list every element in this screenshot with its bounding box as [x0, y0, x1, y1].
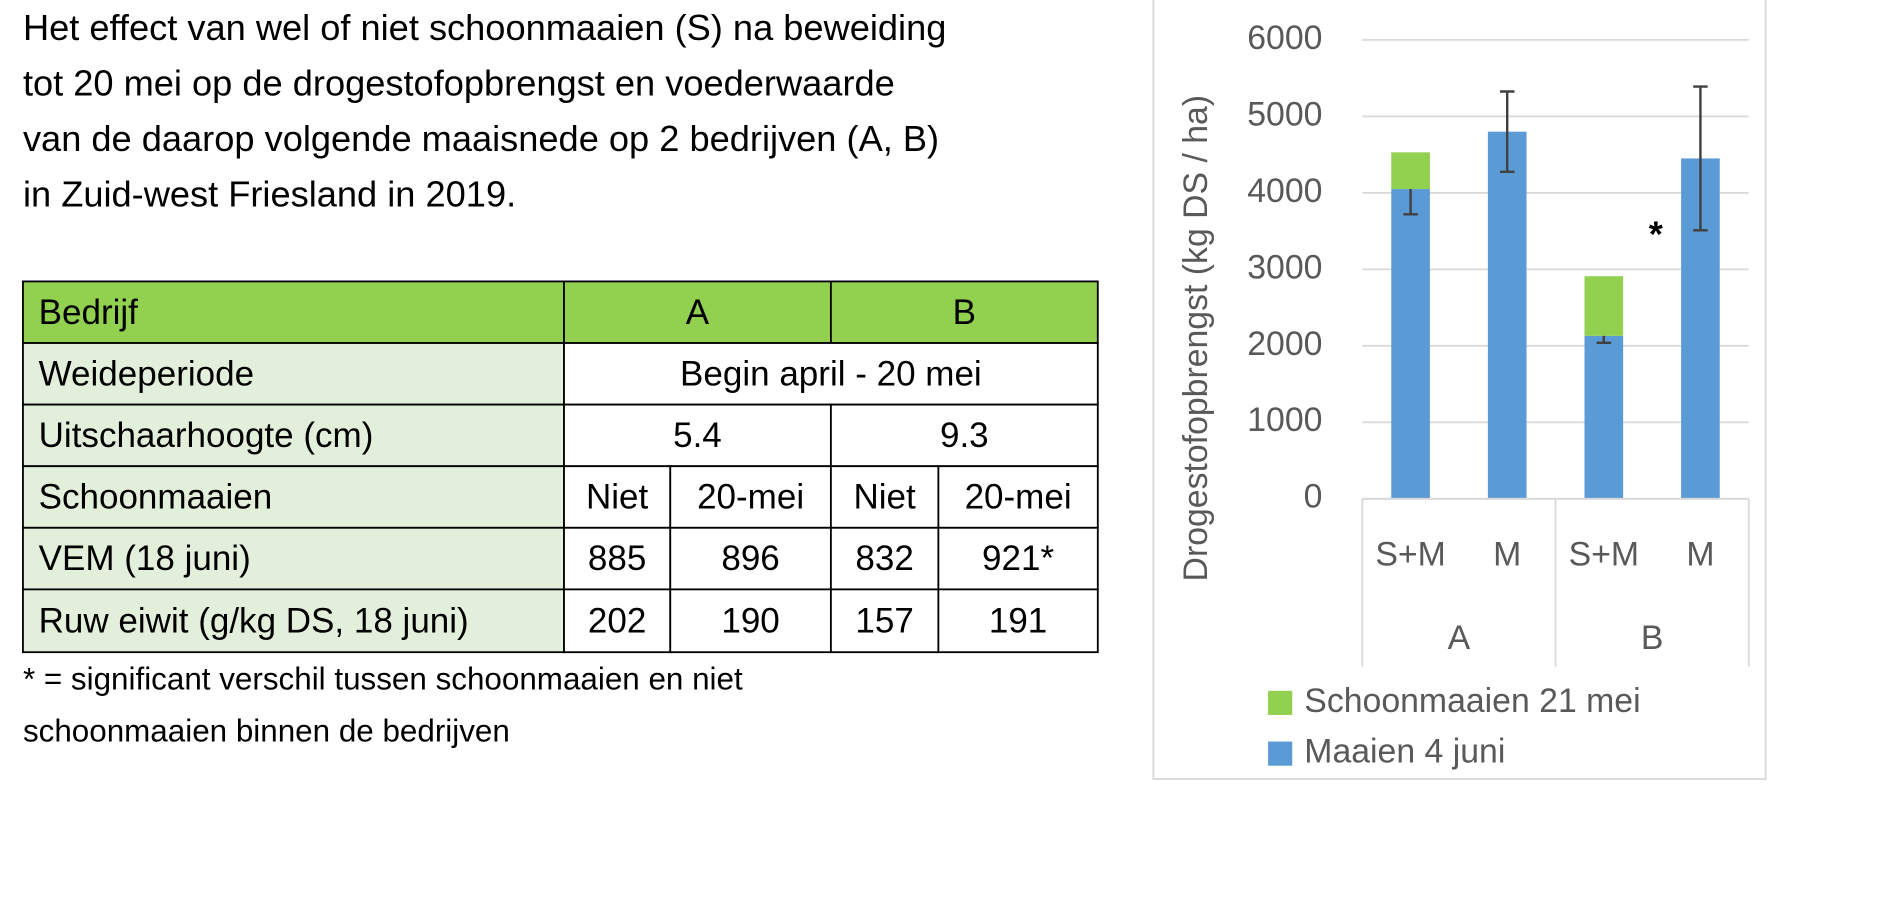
bar-segment	[1391, 152, 1430, 190]
table-cell	[22, 403, 565, 468]
y-tick-label: 6000	[1247, 19, 1322, 57]
table-value: 202	[588, 601, 646, 640]
table-cell	[829, 403, 1099, 468]
table-value: B	[953, 293, 976, 332]
y-axis-label: Drogestofopbrengst (kg DS / ha)	[1177, 95, 1215, 582]
table-value: A	[686, 293, 710, 332]
table-cell	[563, 342, 1099, 406]
table-value: 190	[721, 601, 779, 640]
table-cell	[937, 526, 1099, 591]
legend-swatch	[1268, 741, 1293, 766]
table-value: 191	[989, 601, 1047, 640]
row-header: Ruw eiwit (g/kg DS, 18 juni)	[39, 601, 469, 640]
row-header: Schoonmaaien	[39, 478, 273, 517]
y-tick-label: 2000	[1247, 325, 1322, 363]
table-value: 896	[721, 539, 779, 578]
y-tick-label: 5000	[1247, 95, 1322, 133]
table-cell	[829, 280, 1099, 344]
x-tick-label: M	[1686, 536, 1714, 574]
legend-swatch	[1268, 690, 1293, 715]
bar-segment	[1584, 276, 1624, 336]
table-value: 157	[855, 601, 913, 640]
heading-line: Het effect van wel of niet schoonmaaien …	[23, 7, 946, 48]
table-value: 885	[588, 539, 646, 578]
table-cell	[22, 342, 565, 406]
table-value: 9.3	[940, 416, 989, 455]
x-tick-label: S+M	[1569, 536, 1639, 574]
footnote-line: * = significant verschil tussen schoonma…	[23, 661, 743, 696]
bar-segment	[1584, 335, 1624, 499]
table-value: Niet	[586, 478, 649, 517]
bar-segment	[1487, 131, 1527, 499]
chart-frame	[1152, 0, 1767, 780]
legend-label: Maaien 4 juni	[1304, 733, 1505, 771]
row-header: Weideperiode	[39, 354, 254, 393]
table-cell	[669, 465, 832, 529]
table-cell	[22, 588, 565, 654]
group-label: B	[1641, 619, 1664, 657]
y-tick-label: 0	[1304, 478, 1323, 516]
table-value: Begin april - 20 mei	[680, 354, 982, 393]
error-bar	[1499, 90, 1515, 174]
heading-line: in Zuid-west Friesland in 2019.	[23, 173, 516, 214]
row-header: VEM (18 juni)	[39, 539, 251, 578]
group-label: A	[1448, 619, 1471, 657]
y-tick-label: 3000	[1247, 248, 1322, 286]
table-value: 20-mei	[697, 478, 804, 517]
legend-label: Schoonmaaien 21 mei	[1304, 682, 1640, 720]
row-header: Uitschaarhoogte (cm)	[39, 416, 374, 455]
table-value: 832	[855, 539, 913, 578]
bar-segment	[1391, 189, 1430, 499]
heading-line: van de daarop volgende maaisnede op 2 be…	[23, 118, 939, 159]
table-cell	[937, 588, 1099, 654]
x-tick-label: M	[1493, 536, 1521, 574]
error-bar	[1693, 85, 1708, 232]
table-cell	[829, 588, 940, 654]
table-cell	[563, 465, 672, 529]
table-value: 5.4	[673, 416, 722, 455]
table-cell	[22, 465, 565, 529]
annotation: *	[1649, 213, 1664, 254]
table-cell	[829, 465, 940, 529]
table-value: 20-mei	[965, 478, 1072, 517]
heading-line: tot 20 mei op de drogestofopbrengst en v…	[23, 62, 895, 103]
table-cell	[22, 526, 565, 591]
table-value: 921*	[982, 539, 1054, 578]
table-value: Niet	[853, 478, 916, 517]
row-header: Bedrijf	[39, 293, 139, 332]
x-tick-label: S+M	[1375, 536, 1445, 574]
table-cell	[669, 588, 832, 654]
table-cell	[22, 280, 565, 344]
y-tick-label: 1000	[1247, 401, 1322, 439]
y-tick-label: 4000	[1247, 172, 1322, 210]
table-cell	[563, 588, 672, 654]
footnote-line: schoonmaaien binnen de bedrijven	[23, 713, 510, 748]
